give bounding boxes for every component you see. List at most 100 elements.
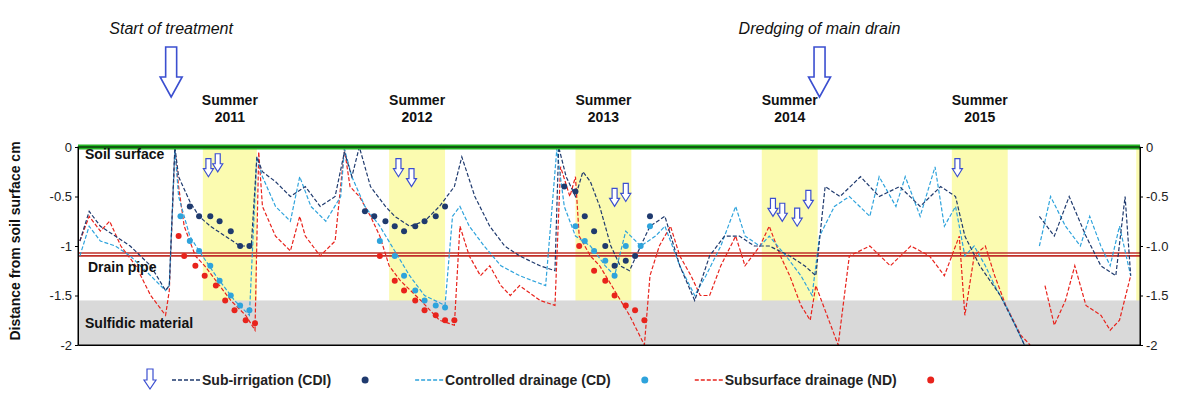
event-arrow [768,198,778,216]
y-tick: -2 [60,338,78,353]
measured-point [177,213,183,219]
legend-swatch [172,379,200,380]
legend-swatch [695,379,723,380]
measured-point [412,297,418,303]
measured-point [602,258,608,264]
y-tick: -1.5 [50,288,78,303]
measured-point [602,243,608,249]
measured-point [591,248,597,254]
legend-marker [927,377,934,384]
summer-label: Summer2014 [762,92,819,125]
tick-mark [1140,246,1143,247]
summer-label-line: 2012 [402,109,433,125]
y-tick: -0.5 [50,189,78,204]
y-tick: 0 [1140,140,1153,155]
y-tick: -1 [60,239,78,254]
measured-point [246,307,252,313]
series-line [80,147,1131,345]
series-line [80,149,1131,345]
measured-point [207,263,213,269]
summer-label: Summer2013 [575,92,632,125]
annotation: Dredging of main drain [739,20,901,37]
measured-point [433,302,439,308]
event-arrow [407,169,417,187]
event-arrow [213,154,223,172]
summer-label-line: Summer [389,92,446,108]
annotation-arrow [809,47,831,97]
summer-label-line: Summer [575,92,632,108]
measured-point [433,312,439,318]
tick-label: 0 [65,140,72,155]
summer-label-line: Summer [202,92,259,108]
tick-label: -0.5 [1146,189,1168,204]
measured-point [202,273,208,279]
tick-mark [75,197,78,198]
tick-mark [75,147,78,148]
tick-label: -1 [60,239,72,254]
measured-point [412,223,418,229]
measured-point [401,273,407,279]
measured-point [181,253,187,259]
measured-point [591,228,597,234]
tick-mark [1140,147,1143,148]
measured-point [232,307,238,313]
legend-label: Sub-irrigation (CDI) [202,372,331,388]
measured-point [647,213,653,219]
legend-label: Controlled drainage (CD) [445,372,611,388]
measured-point [422,218,428,224]
tick-mark [1140,296,1143,297]
legend-arrow-symbol [144,369,156,389]
event-arrow [803,190,813,208]
measured-point [217,218,223,224]
measured-point [422,297,428,303]
measured-point [377,238,383,244]
event-arrow [621,183,631,201]
summer-label-line: Summer [952,92,1009,108]
measured-point [451,317,457,323]
measured-point [392,253,398,259]
y-tick: -2 [1140,338,1158,353]
series-line [80,149,1131,345]
event-arrow [610,188,620,206]
measured-point [632,307,638,313]
measured-point [237,302,243,308]
measured-point [237,243,243,249]
region-label: Sulfidic material [85,315,193,331]
measured-point [638,243,644,249]
tick-mark [1140,345,1143,346]
measured-point [246,243,252,249]
measured-point [632,253,638,259]
summer-label-line: Summer [762,92,819,108]
measured-point [442,203,448,209]
tick-label: -0.5 [50,189,72,204]
measured-point [612,263,618,269]
event-arrow [777,203,787,221]
measured-point [623,258,629,264]
measured-point [217,278,223,284]
tick-mark [75,246,78,247]
tick-label: -1.0 [1146,239,1168,254]
measured-point [213,283,219,289]
summer-label: Summer2012 [389,92,446,125]
tick-label: 0 [1146,140,1153,155]
plot-area [78,147,1140,345]
legend-marker [362,377,369,384]
measured-point [641,317,647,323]
summer-label: Summer2015 [952,92,1009,125]
legend: Sub-irrigation (CDI) Controlled drainage … [144,369,934,389]
summer-label: Summer2011 [202,92,259,125]
measured-point [572,189,578,195]
measured-point [196,213,202,219]
annotation-arrow [160,47,182,97]
measured-point [602,278,608,284]
measured-point [401,288,407,294]
y-tick: 0 [65,140,78,155]
tick-label: -2 [1146,338,1158,353]
tick-label: -1.5 [1146,288,1168,303]
measured-point [401,228,407,234]
measured-point [442,304,448,310]
measured-point [442,317,448,323]
event-arrow [952,159,962,177]
legend-marker [641,377,648,384]
measured-point [612,273,618,279]
